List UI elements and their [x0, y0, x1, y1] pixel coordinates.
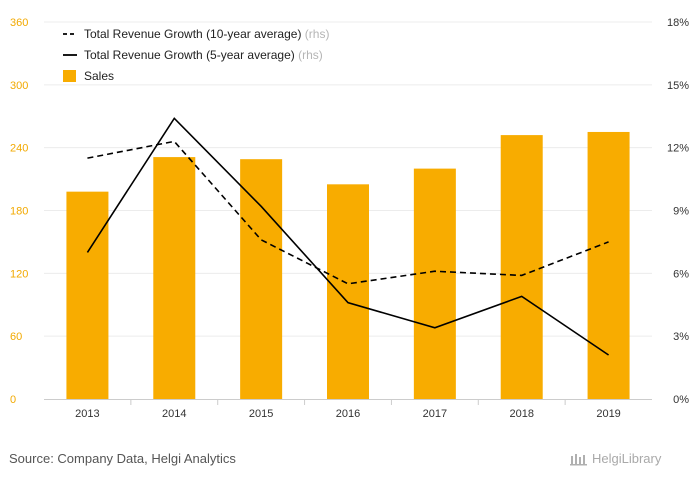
legend-swatch	[63, 70, 76, 82]
sales-bar	[153, 157, 196, 399]
left-tick-label: 120	[10, 268, 28, 280]
legend-label: Total Revenue Growth (10-year average) (…	[84, 27, 329, 41]
right-tick-label: 0%	[673, 394, 689, 406]
left-tick-label: 300	[10, 80, 28, 92]
right-axis-ticks: 0% 3% 6% 9% 12% 15% 18%	[667, 17, 689, 406]
left-tick-label: 0	[10, 394, 16, 406]
line-5-year-average	[86, 117, 610, 356]
legend: Total Revenue Growth (10-year average) (…	[63, 27, 329, 83]
x-tick-label: 2013	[75, 408, 99, 420]
x-tick-label: 2015	[249, 408, 273, 420]
left-tick-label: 180	[10, 206, 28, 218]
left-tick-label: 360	[10, 17, 28, 29]
sales-bar	[500, 135, 543, 399]
growth-lines	[86, 117, 610, 356]
right-tick-label: 9%	[673, 206, 689, 218]
source-note: Source: Company Data, Helgi Analytics	[9, 451, 236, 466]
right-tick-label: 12%	[667, 143, 689, 155]
brand-logo: HelgiLibrary	[570, 451, 661, 466]
x-tick-label: 2019	[596, 408, 620, 420]
left-tick-label: 60	[10, 331, 22, 343]
x-tick-label: 2018	[509, 408, 533, 420]
x-tick-label: 2017	[423, 408, 447, 420]
line-10-year-average	[87, 140, 609, 285]
x-tick-label: 2016	[336, 408, 360, 420]
x-axis: 2013 2014 2015 2016 2017 2018 2019	[44, 399, 652, 420]
right-tick-label: 3%	[673, 331, 689, 343]
brand-name: HelgiLibrary	[592, 451, 662, 466]
left-tick-label: 240	[10, 143, 28, 155]
library-icon	[570, 453, 587, 465]
sales-bar	[413, 168, 456, 399]
right-tick-label: 6%	[673, 268, 689, 280]
right-tick-label: 15%	[667, 80, 689, 92]
left-axis-ticks: 0 60 120 180 240 300 360	[10, 17, 28, 406]
sales-bar	[66, 191, 109, 399]
sales-bar	[240, 159, 283, 399]
combo-chart: 0 60 120 180 240 300 360 0% 3% 6% 9% 12% 15% 18% 201…	[10, 17, 689, 420]
sales-bar	[587, 131, 630, 400]
sales-bar	[327, 184, 369, 399]
right-tick-label: 18%	[667, 17, 689, 29]
x-tick-label: 2014	[162, 408, 186, 420]
sales-bars	[66, 131, 630, 400]
legend-label: Sales	[84, 69, 114, 83]
legend-label: Total Revenue Growth (5-year average) (r…	[84, 48, 323, 62]
